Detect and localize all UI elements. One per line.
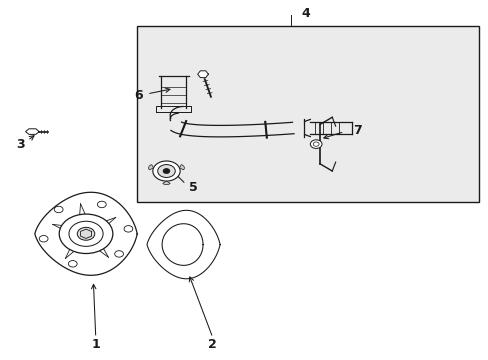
- Bar: [137, 26, 478, 202]
- Text: 7: 7: [352, 124, 361, 137]
- Circle shape: [68, 261, 77, 267]
- Circle shape: [115, 251, 123, 257]
- Wedge shape: [148, 165, 153, 170]
- Polygon shape: [25, 129, 39, 134]
- Polygon shape: [197, 71, 208, 78]
- Wedge shape: [163, 181, 170, 185]
- Text: 4: 4: [301, 7, 310, 20]
- Circle shape: [69, 221, 103, 246]
- Circle shape: [97, 201, 106, 208]
- Text: 2: 2: [208, 338, 217, 351]
- Text: 3: 3: [16, 138, 24, 150]
- Wedge shape: [179, 165, 184, 170]
- Circle shape: [59, 214, 113, 253]
- Circle shape: [163, 168, 169, 174]
- Circle shape: [124, 226, 133, 232]
- Circle shape: [54, 206, 63, 213]
- Circle shape: [158, 165, 175, 177]
- Text: 6: 6: [134, 89, 142, 102]
- Polygon shape: [147, 210, 220, 279]
- Text: 5: 5: [188, 181, 197, 194]
- Text: 1: 1: [91, 338, 100, 351]
- Circle shape: [39, 235, 48, 242]
- Circle shape: [310, 140, 322, 148]
- Polygon shape: [35, 192, 137, 275]
- Circle shape: [77, 227, 95, 240]
- Circle shape: [153, 161, 180, 181]
